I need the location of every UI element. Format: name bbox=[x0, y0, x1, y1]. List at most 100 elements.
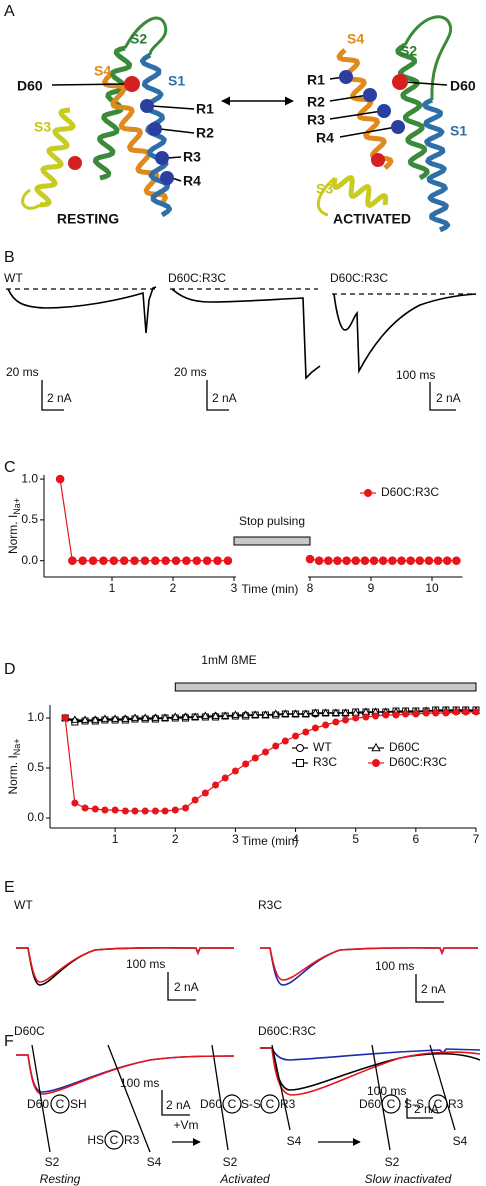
loop bbox=[21, 188, 41, 210]
marker bbox=[442, 556, 452, 565]
y-tick-label: 0.0 bbox=[27, 810, 44, 824]
marker bbox=[424, 556, 434, 565]
marker bbox=[311, 724, 319, 732]
annotation-text: 1mM ßME bbox=[201, 653, 256, 667]
cysteine-circle bbox=[104, 1130, 124, 1150]
panel-label: D bbox=[4, 661, 16, 678]
residue-ball bbox=[68, 156, 82, 170]
state-title: ACTIVATED bbox=[333, 211, 411, 227]
marker bbox=[161, 556, 170, 565]
current-trace bbox=[260, 1047, 481, 1061]
panel-b: B WT 20 ms 2 nA D60C:R3C 20 ms 2 nA D60C… bbox=[4, 249, 477, 411]
scale-bar bbox=[41, 380, 64, 411]
marker bbox=[281, 737, 289, 745]
scale-bar bbox=[406, 1098, 433, 1119]
time-scale: 100 ms bbox=[396, 368, 435, 382]
marker bbox=[241, 710, 250, 718]
panel-f: F D60 C SH HS C R3 S2 S4 Resting +Vm D60… bbox=[4, 1033, 468, 1186]
cysteine-circle bbox=[381, 1094, 401, 1114]
x-tick-label: 10 bbox=[425, 581, 439, 595]
label: D60 bbox=[27, 1097, 49, 1111]
y-tick-label: 1.0 bbox=[21, 471, 38, 485]
marker bbox=[130, 713, 140, 721]
helix bbox=[395, 42, 430, 181]
marker bbox=[371, 742, 381, 752]
protein-ribbons bbox=[21, 15, 453, 233]
marker bbox=[397, 556, 406, 565]
marker bbox=[231, 710, 240, 718]
resting-labels: S2 S4 S1 S3 D60 R1 R2 R3 R4 RESTING bbox=[17, 31, 214, 227]
residue-ball bbox=[124, 76, 140, 92]
marker bbox=[302, 728, 310, 736]
residue-ball bbox=[363, 88, 377, 102]
residue-label: R1 bbox=[196, 101, 214, 117]
residue-label: D60 bbox=[450, 78, 476, 94]
legend-label: R3C bbox=[313, 755, 337, 769]
marker bbox=[462, 708, 470, 716]
marker bbox=[388, 556, 397, 565]
residue-ball bbox=[371, 153, 385, 167]
current-trace bbox=[260, 1047, 481, 1096]
cysteine-circle bbox=[50, 1094, 70, 1114]
segment-label: S1 bbox=[168, 73, 185, 89]
x-tick-label: 3 bbox=[232, 832, 239, 846]
marker bbox=[331, 708, 340, 716]
segment-label: S3 bbox=[316, 181, 333, 197]
marker bbox=[322, 721, 330, 729]
marker bbox=[141, 807, 149, 815]
marker bbox=[61, 714, 69, 722]
marker bbox=[242, 760, 250, 768]
marker bbox=[301, 709, 310, 717]
marker bbox=[402, 710, 410, 718]
residue-ball bbox=[339, 70, 353, 84]
helix bbox=[421, 97, 451, 233]
marker bbox=[281, 709, 290, 717]
panel-label: F bbox=[4, 1033, 14, 1050]
marker bbox=[68, 556, 77, 565]
x-tick-label: 5 bbox=[352, 832, 359, 846]
residue-ball bbox=[391, 120, 405, 134]
panel-label: E bbox=[4, 879, 15, 896]
marker bbox=[91, 715, 100, 723]
current-scale: 2 nA bbox=[414, 1102, 439, 1116]
chart: D 0.0 0.5 1.0 1 2 3 4 5 6 7 Norm. INa+ Time (min) 1mM… bbox=[4, 653, 481, 848]
marker bbox=[121, 714, 130, 722]
y-axis-label-sub: Na+ bbox=[12, 738, 22, 755]
helix-line bbox=[211, 1044, 229, 1151]
x-tick-label: 9 bbox=[368, 581, 375, 595]
caption: Activated bbox=[219, 1172, 270, 1186]
label: S2 bbox=[385, 1155, 400, 1169]
trace-name: WT bbox=[14, 898, 33, 912]
current-trace bbox=[7, 286, 157, 334]
marker bbox=[372, 712, 380, 720]
x-axis-label: Time (min) bbox=[242, 582, 299, 596]
x-tick-label: 2 bbox=[170, 581, 177, 595]
marker bbox=[211, 711, 220, 719]
loop bbox=[403, 15, 453, 101]
panel-a: A S2 S4 S1 S3 D60 R1 R2 R3 R4 RESTING bbox=[4, 3, 476, 233]
marker bbox=[201, 711, 210, 719]
stimulus: +Vm bbox=[173, 1118, 198, 1132]
panel-e: E WT 100 ms 2 nA R3C 100 ms 2 nA D60C 10… bbox=[4, 879, 481, 1119]
current-scale: 2 nA bbox=[47, 391, 72, 405]
marker bbox=[55, 474, 65, 484]
marker bbox=[333, 556, 342, 565]
marker bbox=[140, 556, 150, 565]
marker bbox=[452, 556, 461, 565]
x-tick-label: 1 bbox=[112, 832, 119, 846]
residue-label: R2 bbox=[196, 125, 214, 141]
current-scale: 2 nA bbox=[166, 1098, 191, 1112]
pointer bbox=[159, 128, 195, 134]
panel-label: B bbox=[4, 249, 15, 266]
marker bbox=[296, 759, 304, 767]
marker bbox=[341, 708, 350, 716]
marker bbox=[251, 754, 259, 762]
scale-bar bbox=[206, 380, 229, 411]
marker bbox=[130, 556, 139, 565]
marker bbox=[272, 742, 280, 750]
marker bbox=[231, 767, 239, 775]
marker bbox=[182, 804, 190, 812]
helix-line bbox=[371, 1044, 391, 1151]
marker bbox=[314, 556, 324, 565]
